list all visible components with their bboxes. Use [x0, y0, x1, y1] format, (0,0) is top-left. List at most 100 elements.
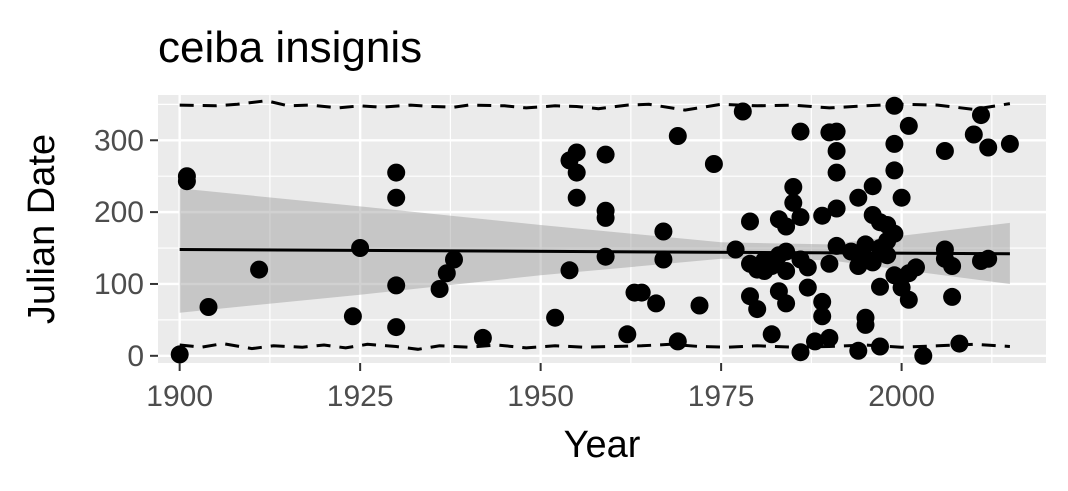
data-point — [668, 127, 687, 145]
data-point — [546, 308, 565, 327]
x-axis-title: Year — [564, 424, 641, 466]
x-tick-label: 1925 — [327, 380, 394, 413]
data-point — [899, 290, 918, 309]
data-point — [827, 199, 846, 218]
data-point — [596, 208, 615, 227]
data-point — [943, 257, 962, 275]
data-point — [473, 328, 492, 347]
data-point — [863, 253, 882, 272]
data-point — [430, 280, 449, 298]
data-point — [177, 167, 196, 186]
data-point — [885, 161, 904, 180]
data-point — [935, 142, 954, 160]
y-tick-label: 200 — [94, 196, 144, 229]
data-point — [668, 332, 687, 351]
data-point — [914, 346, 933, 365]
axes: 1900 1925 1950 1975 2000 0 100 200 300 — [94, 124, 935, 413]
data-point — [892, 188, 911, 207]
data-point — [567, 188, 586, 207]
chart-title: ceiba insignis — [158, 23, 422, 72]
data-point — [791, 343, 810, 362]
data-point — [777, 217, 796, 236]
points-layer — [170, 96, 1019, 365]
data-point — [567, 143, 586, 162]
data-point — [791, 122, 810, 141]
x-tick-label: 1975 — [688, 380, 755, 413]
data-point — [748, 300, 767, 319]
data-point — [741, 212, 759, 231]
data-point — [784, 178, 803, 196]
y-axis-title: Julian Date — [21, 134, 63, 324]
x-tick-label: 1950 — [507, 380, 574, 413]
data-point — [979, 249, 998, 268]
data-point — [784, 193, 803, 212]
data-point — [827, 142, 846, 160]
data-point — [777, 294, 796, 313]
data-point — [654, 222, 673, 241]
data-point — [964, 125, 983, 144]
data-point — [618, 325, 637, 344]
data-point — [871, 277, 889, 296]
data-point — [437, 264, 456, 283]
data-point — [885, 96, 904, 115]
data-point — [199, 298, 218, 316]
data-point — [704, 155, 723, 173]
data-point — [813, 292, 832, 311]
data-point — [387, 163, 406, 182]
data-point — [943, 287, 962, 306]
data-point — [856, 235, 875, 254]
data-point — [690, 296, 709, 315]
quantile-lines — [179, 99, 1011, 351]
data-point — [777, 242, 796, 261]
data-point — [863, 177, 882, 196]
data-point — [596, 145, 615, 164]
data-point — [950, 334, 969, 353]
data-point — [762, 325, 781, 344]
data-point — [654, 250, 673, 269]
data-point — [849, 341, 868, 360]
x-tick-label: 1900 — [146, 380, 213, 413]
data-point — [820, 328, 839, 347]
data-point — [560, 261, 579, 280]
data-point — [820, 254, 839, 273]
data-point — [899, 116, 918, 135]
data-point — [972, 106, 990, 125]
data-point — [351, 239, 370, 257]
data-point — [647, 294, 666, 313]
data-point — [827, 122, 846, 141]
data-point — [343, 307, 362, 326]
data-point — [798, 258, 817, 277]
data-point — [387, 276, 406, 295]
lower-quantile-line — [179, 342, 1010, 351]
data-point — [387, 318, 406, 337]
data-point — [979, 138, 998, 157]
data-point — [596, 247, 615, 266]
data-point — [387, 188, 406, 207]
data-point — [885, 134, 904, 153]
data-point — [777, 262, 796, 280]
data-point — [842, 242, 861, 261]
data-point — [798, 278, 817, 297]
data-point — [856, 315, 875, 334]
data-point — [871, 337, 889, 356]
data-point — [849, 188, 868, 207]
data-point — [170, 345, 189, 364]
y-tick-label: 0 — [127, 340, 144, 373]
data-point — [733, 102, 752, 121]
y-tick-label: 100 — [94, 268, 144, 301]
data-point — [813, 206, 832, 225]
data-point — [885, 224, 904, 243]
data-point — [632, 283, 651, 302]
y-tick-label: 300 — [94, 124, 144, 157]
data-point — [250, 260, 269, 279]
x-tick-label: 2000 — [868, 380, 935, 413]
data-point — [726, 240, 745, 259]
data-point — [445, 250, 463, 269]
data-point — [907, 258, 925, 277]
data-point — [567, 163, 586, 182]
upper-quantile-line — [179, 99, 1011, 112]
data-point — [1000, 134, 1019, 153]
data-point — [791, 208, 810, 227]
data-point — [806, 332, 824, 351]
